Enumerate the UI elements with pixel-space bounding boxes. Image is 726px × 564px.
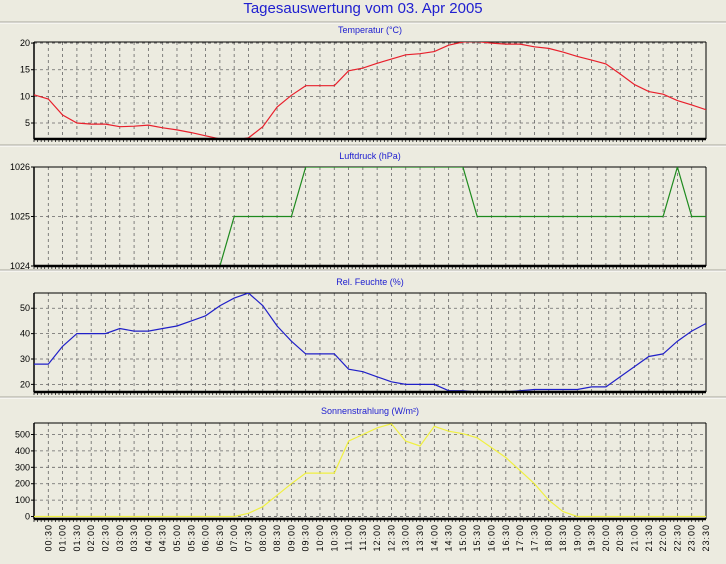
x-tick-label: 20:00 — [601, 524, 611, 552]
x-tick-label: 06:30 — [215, 524, 225, 552]
x-tick-label: 18:30 — [558, 524, 568, 552]
panel-title: Sonnenstrahlung (W/m²) — [321, 406, 419, 416]
x-tick-label: 17:00 — [515, 524, 525, 552]
x-tick-label: 05:30 — [186, 524, 196, 552]
x-tick-label: 21:00 — [630, 524, 640, 552]
series-line — [34, 167, 706, 266]
x-tick-label: 11:30 — [358, 524, 368, 551]
y-tick-label: 1025 — [10, 212, 30, 222]
x-tick-label: 19:00 — [572, 524, 582, 552]
x-tick-label: 14:30 — [444, 524, 454, 552]
x-tick-label: 08:30 — [272, 524, 282, 552]
series-line — [34, 42, 706, 139]
x-tick-label: 03:00 — [115, 524, 125, 552]
x-tick-label: 02:00 — [86, 524, 96, 552]
x-tick-label: 10:30 — [329, 524, 339, 552]
x-tick-label: 12:00 — [372, 524, 382, 552]
y-tick-label: 200 — [15, 479, 30, 489]
x-tick-label: 03:30 — [129, 524, 139, 552]
panel-title: Luftdruck (hPa) — [339, 151, 401, 161]
x-tick-label: 06:00 — [201, 524, 211, 552]
x-tick-label: 12:30 — [386, 524, 396, 552]
x-tick-label: 20:30 — [615, 524, 625, 552]
y-tick-label: 5 — [25, 118, 30, 128]
chart-panel: Rel. Feuchte (%) 20 30 40 50 — [0, 269, 726, 395]
x-tick-label: 13:30 — [415, 524, 425, 552]
x-tick-label: 18:00 — [544, 524, 554, 552]
series-line — [34, 293, 706, 392]
chart-panel: Luftdruck (hPa) 1024 1025 1026 — [0, 144, 726, 271]
x-tick-label: 02:30 — [100, 524, 110, 552]
y-tick-label: 50 — [20, 303, 30, 313]
page-title: Tagesauswertung vom 03. Apr 2005 — [243, 0, 483, 17]
y-tick-label: 0 — [25, 512, 30, 522]
x-tick-label: 23:30 — [701, 524, 711, 552]
x-tick-label: 22:00 — [658, 524, 668, 552]
y-tick-label: 15 — [20, 65, 30, 75]
x-tick-label: 08:00 — [258, 524, 268, 552]
y-tick-label: 1024 — [10, 261, 30, 271]
chart-panel: Temperatur (°C) 5 10 15 20 — [0, 21, 726, 142]
x-tick-label: 13:00 — [401, 524, 411, 552]
x-tick-label: 15:00 — [458, 524, 468, 552]
x-tick-label: 10:00 — [315, 524, 325, 552]
y-tick-label: 20 — [20, 379, 30, 389]
x-tick-label: 00:30 — [43, 524, 53, 552]
x-tick-label: 01:00 — [58, 524, 68, 552]
y-tick-label: 300 — [15, 462, 30, 472]
x-tick-label: 22:30 — [672, 524, 682, 552]
x-tick-label: 09:00 — [286, 524, 296, 552]
x-tick-label: 07:00 — [229, 524, 239, 552]
x-tick-label: 16:30 — [501, 524, 511, 552]
y-tick-label: 500 — [15, 429, 30, 439]
panel-title: Temperatur (°C) — [338, 25, 402, 35]
x-tick-label: 11:00 — [344, 524, 354, 551]
x-tick-label: 16:00 — [487, 524, 497, 552]
y-tick-label: 20 — [20, 38, 30, 48]
x-tick-label: 04:00 — [143, 524, 153, 552]
x-tick-label: 05:00 — [172, 524, 182, 552]
x-tick-label: 01:30 — [72, 524, 82, 552]
y-tick-label: 10 — [20, 91, 30, 101]
chart-panel: Sonnenstrahlung (W/m²) 0 100 200 300 400 500 — [0, 396, 726, 522]
series-line — [34, 423, 706, 518]
y-tick-label: 1026 — [10, 162, 30, 172]
y-tick-label: 40 — [20, 329, 30, 339]
x-tick-label: 07:30 — [243, 524, 253, 552]
x-tick-label: 17:30 — [529, 524, 539, 552]
x-tick-label: 14:00 — [429, 524, 439, 552]
panel-title: Rel. Feuchte (%) — [336, 277, 404, 287]
x-tick-label: 21:30 — [644, 524, 654, 552]
x-tick-label: 23:00 — [687, 524, 697, 552]
x-tick-label: 04:30 — [158, 524, 168, 552]
x-tick-label: 19:30 — [587, 524, 597, 552]
x-tick-label: 09:30 — [301, 524, 311, 552]
y-tick-label: 30 — [20, 354, 30, 364]
y-tick-label: 100 — [15, 495, 30, 505]
x-tick-label: 15:30 — [472, 524, 482, 552]
y-tick-label: 400 — [15, 446, 30, 456]
